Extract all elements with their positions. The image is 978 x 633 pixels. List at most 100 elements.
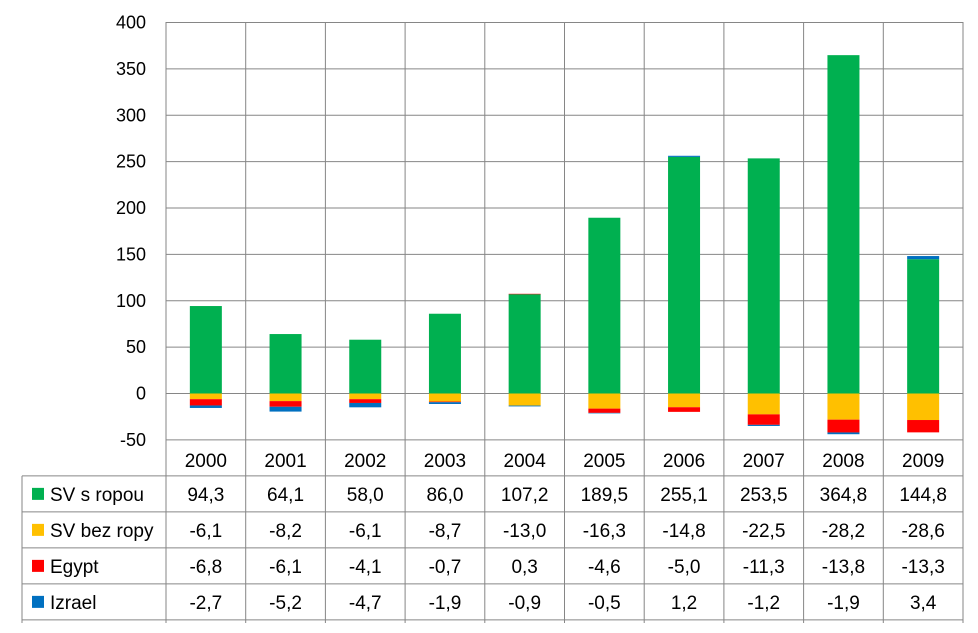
bar-segment — [747, 158, 780, 394]
bar-segment — [747, 414, 780, 425]
data-label: -0,7 — [429, 557, 462, 578]
bar-segment — [269, 406, 302, 412]
data-label: -6,1 — [269, 557, 302, 578]
data-label: -4,1 — [349, 557, 382, 578]
bar-segment — [907, 393, 940, 421]
data-label: -1,2 — [747, 593, 780, 614]
data-label: 253,5 — [740, 485, 788, 506]
data-label: -14,8 — [662, 521, 705, 542]
y-tick-label: 400 — [116, 13, 146, 33]
data-label: -1,9 — [429, 593, 462, 614]
bars-layer — [189, 55, 940, 435]
bar-segment — [269, 334, 302, 394]
bar-segment — [349, 399, 382, 403]
bar-segment — [827, 55, 860, 394]
data-table: 2000 2001 2002 2003 2004 2005 2006 2007 2008 2009… — [22, 451, 963, 621]
y-tick-label: 150 — [116, 244, 146, 264]
x-tick-label: 2003 — [424, 451, 466, 472]
x-tick-label: 2005 — [583, 451, 625, 472]
y-tick-label: 50 — [126, 337, 146, 357]
data-label: 107,2 — [501, 485, 549, 506]
y-tick-label: 0 — [136, 384, 146, 404]
legend-label: Egypt — [50, 557, 99, 578]
data-label: -13,3 — [901, 557, 944, 578]
bar-segment — [349, 393, 382, 400]
bar-segment — [269, 401, 302, 407]
bar-segment — [588, 393, 621, 409]
bar-segment — [428, 402, 461, 404]
bar-segment — [588, 217, 621, 394]
y-tick-label: 200 — [116, 198, 146, 218]
data-label: 3,4 — [910, 593, 937, 614]
x-tick-label: 2004 — [504, 451, 547, 472]
x-tick-label: 2006 — [663, 451, 705, 472]
y-tick-label: 100 — [116, 291, 146, 311]
legend-key — [32, 523, 44, 536]
bar-segment — [189, 399, 222, 406]
data-label: -8,2 — [269, 521, 302, 542]
bar-segment — [189, 306, 222, 394]
bar-segment — [907, 256, 940, 260]
data-label: 1,2 — [671, 593, 697, 614]
data-label: -28,2 — [822, 521, 865, 542]
legend-label: SV s ropou — [50, 485, 144, 506]
bar-segment — [827, 393, 860, 420]
data-label: -1,9 — [827, 593, 860, 614]
bar-segment — [827, 432, 860, 435]
data-label: -16,3 — [583, 521, 626, 542]
data-label: 189,5 — [581, 485, 629, 506]
data-label: -5,2 — [269, 593, 302, 614]
grid-layer — [21, 22, 964, 623]
x-tick-label: 2000 — [185, 451, 227, 472]
data-label: -13,8 — [822, 557, 865, 578]
data-label: -2,7 — [189, 593, 222, 614]
data-label: -5,0 — [668, 557, 701, 578]
legend-key — [32, 559, 44, 572]
legend-label: SV bez ropy — [50, 521, 154, 542]
bar-segment — [189, 405, 222, 408]
data-label: -11,3 — [743, 557, 785, 578]
y-tick-label: 250 — [116, 152, 146, 172]
data-label: -6,8 — [189, 557, 222, 578]
y-tick-label: 300 — [116, 105, 146, 125]
y-axis: -50 0 50 100 150 200 250 300 350 400 — [116, 13, 146, 450]
data-label: -8,7 — [429, 521, 462, 542]
bar-segment — [827, 419, 860, 433]
data-label: 364,8 — [820, 485, 868, 506]
bar-segment — [508, 293, 541, 295]
data-label: -0,5 — [588, 593, 621, 614]
bar-segment — [349, 339, 382, 394]
bar-segment — [588, 408, 621, 413]
bar-segment — [668, 155, 701, 157]
bar-segment — [508, 294, 541, 394]
bar-segment — [508, 405, 541, 407]
x-tick-label: 2007 — [743, 451, 785, 472]
bar-segment — [747, 393, 780, 415]
data-label: -22,5 — [742, 521, 785, 542]
x-tick-label: 2001 — [264, 451, 306, 472]
data-label: -13,0 — [503, 521, 546, 542]
data-label: 94,3 — [187, 485, 224, 506]
data-label: -6,1 — [189, 521, 222, 542]
data-label: 0,3 — [511, 557, 537, 578]
data-label: -4,6 — [588, 557, 621, 578]
bar-segment — [269, 393, 302, 402]
bar-segment — [428, 401, 461, 403]
data-label: 86,0 — [426, 485, 463, 506]
data-label: -4,7 — [349, 593, 382, 614]
data-label: 64,1 — [267, 485, 304, 506]
bar-segment — [588, 412, 621, 414]
bar-segment — [428, 313, 461, 394]
bar-segment — [428, 393, 461, 402]
legend-key — [32, 487, 44, 500]
bar-segment — [189, 393, 222, 400]
data-label: -6,1 — [349, 521, 382, 542]
bar-segment — [668, 156, 701, 394]
bar-segment — [747, 424, 780, 426]
data-label: -28,6 — [901, 521, 944, 542]
bar-segment — [907, 259, 940, 394]
bar-segment — [668, 407, 701, 412]
bar-segment — [508, 393, 541, 406]
y-tick-label: 350 — [116, 59, 146, 79]
